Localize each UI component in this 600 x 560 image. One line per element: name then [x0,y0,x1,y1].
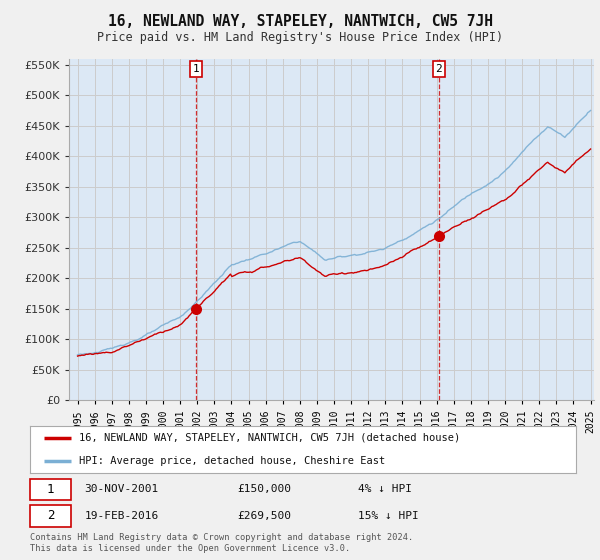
Text: 30-NOV-2001: 30-NOV-2001 [85,484,159,494]
Text: £269,500: £269,500 [238,511,292,521]
Text: 1: 1 [47,483,54,496]
Text: 2: 2 [47,510,54,522]
Text: 4% ↓ HPI: 4% ↓ HPI [358,484,412,494]
Text: 19-FEB-2016: 19-FEB-2016 [85,511,159,521]
Text: 16, NEWLAND WAY, STAPELEY, NANTWICH, CW5 7JH (detached house): 16, NEWLAND WAY, STAPELEY, NANTWICH, CW5… [79,432,460,442]
Text: Price paid vs. HM Land Registry's House Price Index (HPI): Price paid vs. HM Land Registry's House … [97,31,503,44]
Text: 2: 2 [436,64,442,74]
Text: 16, NEWLAND WAY, STAPELEY, NANTWICH, CW5 7JH: 16, NEWLAND WAY, STAPELEY, NANTWICH, CW5… [107,14,493,29]
Text: HPI: Average price, detached house, Cheshire East: HPI: Average price, detached house, Ches… [79,456,385,466]
Text: 15% ↓ HPI: 15% ↓ HPI [358,511,418,521]
Text: 1: 1 [193,64,199,74]
FancyBboxPatch shape [30,479,71,500]
FancyBboxPatch shape [30,505,71,526]
Text: Contains HM Land Registry data © Crown copyright and database right 2024.
This d: Contains HM Land Registry data © Crown c… [30,533,413,553]
Text: £150,000: £150,000 [238,484,292,494]
